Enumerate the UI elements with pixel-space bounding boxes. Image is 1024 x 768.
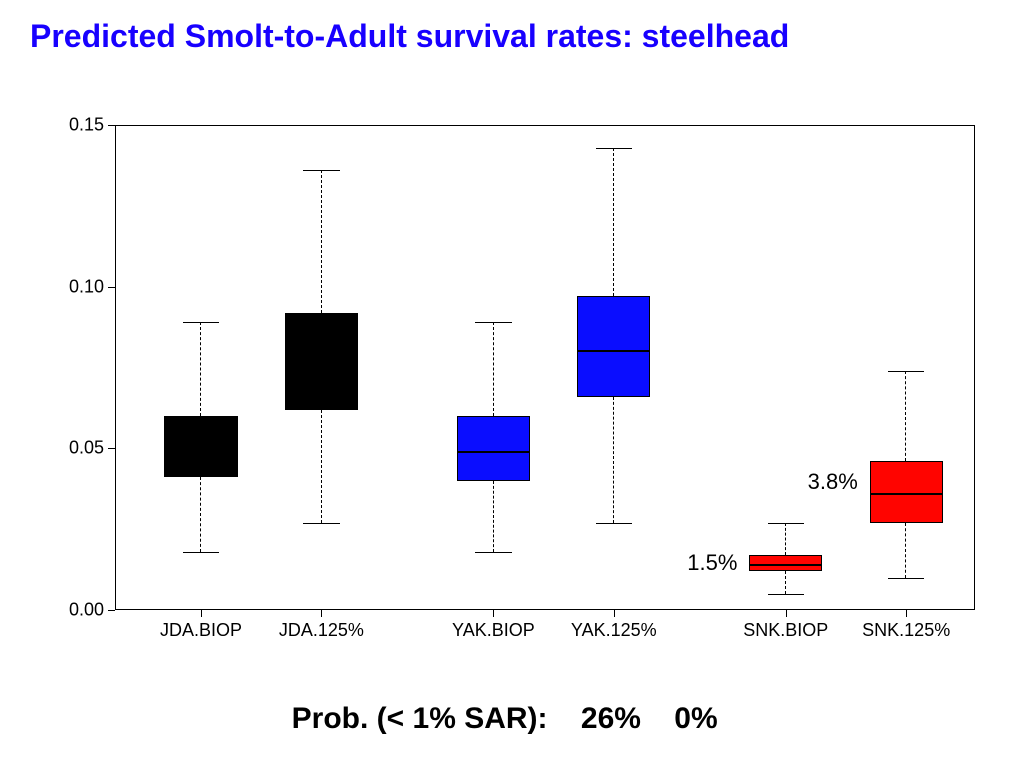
whisker-lower — [785, 571, 786, 594]
whisker-cap-lower — [183, 552, 220, 553]
box-JDA.BIOP — [164, 416, 237, 477]
page-title: Predicted Smolt-to-Adult survival rates:… — [30, 18, 789, 55]
median-JDA.BIOP — [164, 444, 237, 446]
whisker-lower — [905, 523, 906, 578]
whisker-cap-upper — [596, 148, 633, 149]
whisker-cap-upper — [303, 170, 340, 171]
box-JDA.125% — [285, 313, 358, 410]
annotation: 1.5% — [687, 550, 737, 576]
whisker-cap-upper — [183, 322, 220, 323]
y-tick-label: 0.10 — [69, 276, 104, 297]
y-tick-label: 0.05 — [69, 438, 104, 459]
whisker-lower — [200, 477, 201, 551]
y-tick — [108, 125, 115, 126]
whisker-cap-upper — [888, 371, 925, 372]
median-YAK.BIOP — [457, 451, 530, 453]
x-tick-label: SNK.125% — [862, 620, 950, 641]
footer-text: Prob. (< 1% SAR): 26% 0% — [275, 668, 718, 736]
y-tick-label: 0.00 — [69, 600, 104, 621]
footer-value-1: 0% — [674, 702, 717, 735]
whisker-lower — [321, 410, 322, 523]
x-tick — [321, 610, 322, 617]
whisker-cap-lower — [596, 523, 633, 524]
whisker-upper — [613, 148, 614, 297]
x-tick-label: SNK.BIOP — [743, 620, 828, 641]
x-tick-label: JDA.125% — [279, 620, 364, 641]
x-tick — [493, 610, 494, 617]
footer-label: Prob. (< 1% SAR): — [292, 702, 548, 735]
whisker-upper — [200, 322, 201, 416]
box-YAK.BIOP — [457, 416, 530, 481]
box-YAK.125% — [577, 296, 650, 396]
x-tick — [786, 610, 787, 617]
whisker-lower — [493, 481, 494, 552]
x-tick-label: JDA.BIOP — [160, 620, 242, 641]
whisker-upper — [905, 371, 906, 462]
x-tick-label: YAK.BIOP — [452, 620, 535, 641]
y-tick — [108, 448, 115, 449]
median-YAK.125% — [577, 350, 650, 352]
boxplot-area — [115, 125, 975, 610]
whisker-upper — [785, 523, 786, 555]
median-SNK.BIOP — [749, 564, 822, 566]
y-tick-label: 0.15 — [69, 115, 104, 136]
y-tick — [108, 287, 115, 288]
annotation: 3.8% — [808, 469, 858, 495]
median-SNK.125% — [870, 493, 943, 495]
whisker-cap-upper — [475, 322, 512, 323]
footer-value-0: 26% — [581, 702, 641, 735]
x-tick-label: YAK.125% — [571, 620, 657, 641]
whisker-lower — [613, 397, 614, 523]
y-tick — [108, 610, 115, 611]
whisker-cap-lower — [888, 578, 925, 579]
whisker-cap-upper — [768, 523, 805, 524]
x-tick — [906, 610, 907, 617]
whisker-cap-lower — [768, 594, 805, 595]
x-tick — [614, 610, 615, 617]
whisker-upper — [321, 170, 322, 312]
median-JDA.125% — [285, 354, 358, 356]
whisker-cap-lower — [303, 523, 340, 524]
whisker-cap-lower — [475, 552, 512, 553]
x-tick — [201, 610, 202, 617]
whisker-upper — [493, 322, 494, 416]
